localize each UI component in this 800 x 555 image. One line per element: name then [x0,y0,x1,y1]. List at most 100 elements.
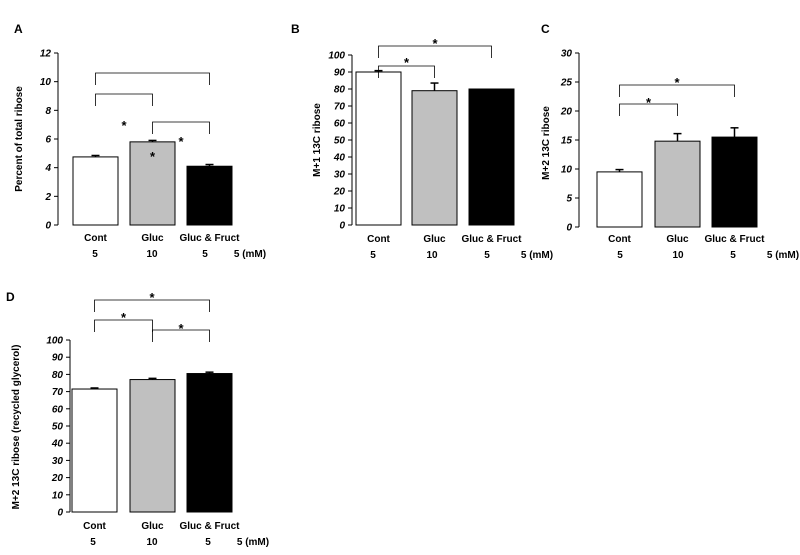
y-tick-label: 8 [45,106,51,117]
bar-gluc [129,379,176,513]
significance-bracket [94,319,153,332]
x-concentration-label: 5 [92,249,98,260]
y-tick-label: 50 [52,422,64,433]
significance-star: * [178,321,184,336]
x-concentration-label: 5 [90,537,96,548]
significance-bracket [95,72,210,85]
bar-gluc-fruct [186,165,233,226]
significance-bracket [94,299,210,312]
x-concentration-label: 5 [205,537,211,548]
y-tick-label: 20 [560,107,573,118]
y-tick-label: 0 [566,223,572,234]
y-axis-label: M+2 13C ribose [541,106,552,180]
y-tick-label: 10 [334,204,346,215]
significance-bracket [378,45,492,58]
y-tick-label: 40 [51,439,64,450]
y-tick-label: 100 [46,336,63,347]
significance-bracket [152,121,210,134]
y-axis-label: Percent of total ribose [14,86,25,192]
significance-star: * [178,134,184,149]
x-category-label: Cont [83,521,106,532]
x-category-label: Gluc & Fruct [179,521,240,532]
x-concentration-label: 5 (mM) [234,249,266,260]
bar-gluc [654,140,701,228]
x-category-label: Gluc [423,234,446,245]
bar-gluc-fruct [468,88,515,226]
y-tick-label: 60 [52,404,64,415]
x-concentration-label: 10 [146,537,158,548]
x-category-label: Cont [608,234,631,245]
chart-panel-a: A Percent of total ribose 0 2 4 6 8 10 12 Cont Glu… [14,22,266,260]
y-tick-label: 90 [52,353,64,364]
x-concentration-label: 10 [146,249,158,260]
panel-letter: A [14,22,23,36]
y-tick-label: 15 [561,136,573,147]
y-tick-label: 10 [52,490,64,501]
x-concentration-label: 5 [370,250,376,261]
significance-bracket [619,103,678,116]
x-concentration-label: 5 (mM) [767,250,799,261]
chart-panel-d: D M+2 13C ribose (recycled glycerol) 0 10 20… [6,290,269,548]
significance-star: * [121,118,127,133]
y-tick-label: 20 [51,473,64,484]
y-tick-label: 5 [566,194,572,205]
y-tick-label: 90 [334,68,346,79]
chart-panel-c: C M+2 13C ribose 0 5 10 15 20 25 30 Cont Gluc Gluc … [541,22,799,261]
bar-gluc-fruct [186,373,233,513]
y-tick-label: 60 [334,119,346,130]
x-category-label: Gluc [141,233,164,244]
x-concentration-label: 5 (mM) [237,537,269,548]
x-concentration-label: 5 (mM) [521,250,553,261]
bar-cont [72,156,119,226]
panel-letter: B [291,22,300,36]
y-tick-label: 2 [44,192,51,203]
x-category-label: Gluc & Fruct [704,234,765,245]
significance-bracket [95,93,153,106]
x-category-label: Cont [367,234,390,245]
y-tick-label: 30 [561,49,573,60]
significance-star: * [121,310,127,325]
bar-cont [355,71,402,226]
y-tick-label: 10 [561,165,573,176]
y-tick-label: 0 [45,221,51,232]
y-tick-label: 4 [44,163,51,174]
y-tick-label: 6 [45,135,51,146]
y-tick-label: 40 [333,153,346,164]
x-concentration-label: 5 [617,250,623,261]
y-tick-label: 0 [339,221,345,232]
bar-gluc-fruct [711,136,758,228]
panel-letter: C [541,22,550,36]
x-category-label: Gluc [141,521,164,532]
x-category-label: Gluc [666,234,689,245]
x-category-label: Cont [84,233,107,244]
x-category-label: Gluc & Fruct [179,233,240,244]
panel-letter: D [6,290,15,304]
y-axis-label: M+2 13C ribose (recycled glycerol) [11,345,22,510]
y-tick-label: 70 [52,387,64,398]
significance-star: * [646,95,652,110]
x-concentration-label: 10 [426,250,438,261]
y-tick-label: 0 [57,508,63,519]
y-tick-label: 80 [52,370,64,381]
x-concentration-label: 5 [730,250,736,261]
y-tick-label: 80 [334,85,346,96]
significance-star: * [404,55,410,70]
significance-star: * [432,36,438,51]
significance-bracket [619,84,735,97]
x-category-label: Gluc & Fruct [461,234,522,245]
significance-star: * [149,290,155,305]
y-tick-label: 25 [560,78,573,89]
bar-cont [596,171,643,228]
bar-cont [71,388,118,513]
significance-star: * [674,75,680,90]
x-concentration-label: 10 [672,250,684,261]
bar-gluc [411,90,458,226]
x-concentration-label: 5 [202,249,208,260]
y-tick-label: 20 [333,187,346,198]
y-tick-label: 70 [334,102,346,113]
y-tick-label: 12 [40,49,52,60]
y-tick-label: 50 [334,136,346,147]
y-tick-label: 10 [40,77,52,88]
y-tick-label: 30 [334,170,346,181]
